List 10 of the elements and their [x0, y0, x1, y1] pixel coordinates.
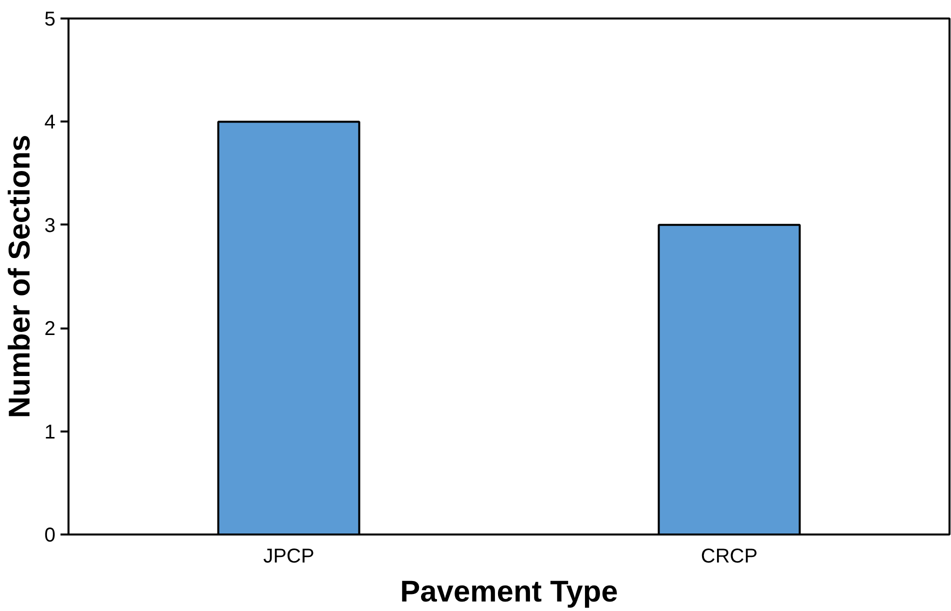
- y-tick-label: 1: [44, 421, 56, 444]
- x-axis-title: Pavement Type: [400, 576, 618, 608]
- y-axis-title: Number of Sections: [3, 134, 36, 418]
- y-tick-label: 5: [44, 8, 56, 30]
- y-tick-label: 4: [44, 112, 56, 134]
- y-tick-label: 0: [44, 524, 56, 546]
- x-tick-label: CRCP: [700, 546, 758, 568]
- y-tick-label: 3: [44, 214, 56, 237]
- x-tick-label: JPCP: [263, 546, 314, 568]
- y-tick-label: 2: [44, 318, 56, 340]
